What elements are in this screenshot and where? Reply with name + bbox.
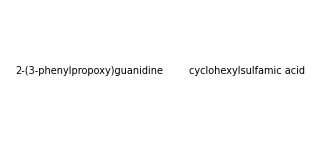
Text: cyclohexylsulfamic acid: cyclohexylsulfamic acid — [188, 66, 305, 76]
Text: 2-(3-phenylpropoxy)guanidine: 2-(3-phenylpropoxy)guanidine — [16, 66, 163, 76]
